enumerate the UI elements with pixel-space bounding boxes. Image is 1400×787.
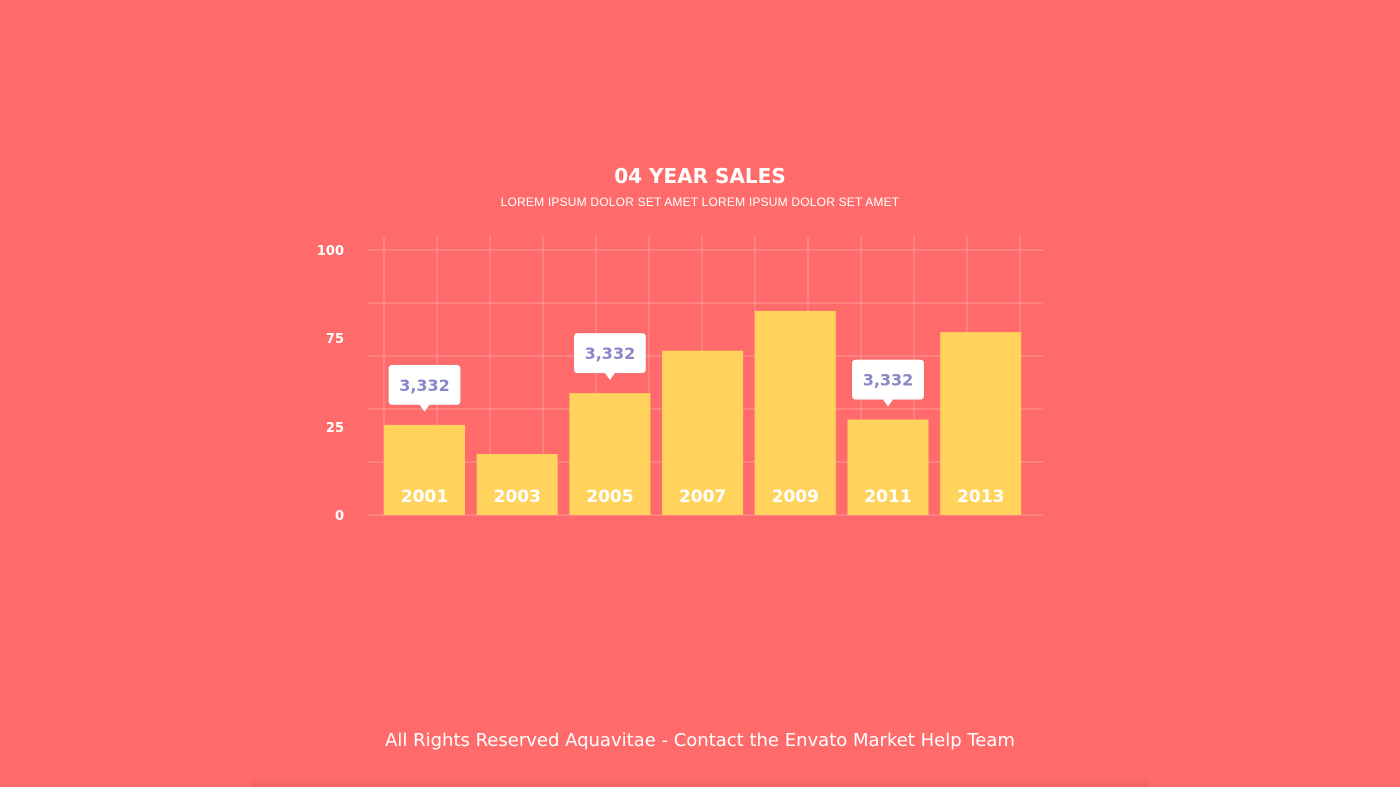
callouts: 3,332 3,332 3,332 xyxy=(388,332,925,413)
bar xyxy=(569,393,651,515)
bar-category-label: 2005 xyxy=(586,487,633,507)
callout-value: 3,332 xyxy=(585,344,636,363)
bars: 2001 2003 2005 2007 2009 2011 2013 xyxy=(384,310,1022,515)
bar-category-label: 2011 xyxy=(864,487,911,507)
callout-box xyxy=(388,364,461,413)
bar xyxy=(754,310,836,515)
callout-value: 3,332 xyxy=(399,376,450,395)
bar xyxy=(847,419,929,515)
chart-title: 04 YEAR SALES xyxy=(614,164,786,188)
bar xyxy=(476,454,558,515)
bar-category-label: 2003 xyxy=(494,487,541,507)
callout-value: 3,332 xyxy=(863,371,914,390)
callout-box xyxy=(851,359,925,408)
bar xyxy=(662,350,744,515)
footer-shadow xyxy=(250,777,1150,787)
chart-subtitle: LOREM IPSUM DOLOR SET AMET LOREM IPSUM D… xyxy=(500,195,900,209)
bar-category-label: 2013 xyxy=(957,487,1004,507)
value-callout: 3,332 xyxy=(851,359,925,408)
bar-category-label: 2007 xyxy=(679,487,726,507)
footer-text: All Rights Reserved Aquavitae - Contact … xyxy=(385,730,1015,751)
y-tick-label: 100 xyxy=(317,244,344,259)
y-axis: 0 25 75 100 xyxy=(317,244,344,524)
bar-category-label: 2001 xyxy=(401,487,448,507)
value-callout: 3,332 xyxy=(388,364,461,413)
y-tick-label: 25 xyxy=(326,421,344,436)
bar-category-label: 2009 xyxy=(772,487,819,507)
callout-box xyxy=(573,332,647,381)
value-callout: 3,332 xyxy=(573,332,647,381)
bar xyxy=(384,424,465,515)
y-tick-label: 75 xyxy=(326,332,344,347)
bar xyxy=(940,332,1022,515)
y-tick-label: 0 xyxy=(335,509,344,524)
